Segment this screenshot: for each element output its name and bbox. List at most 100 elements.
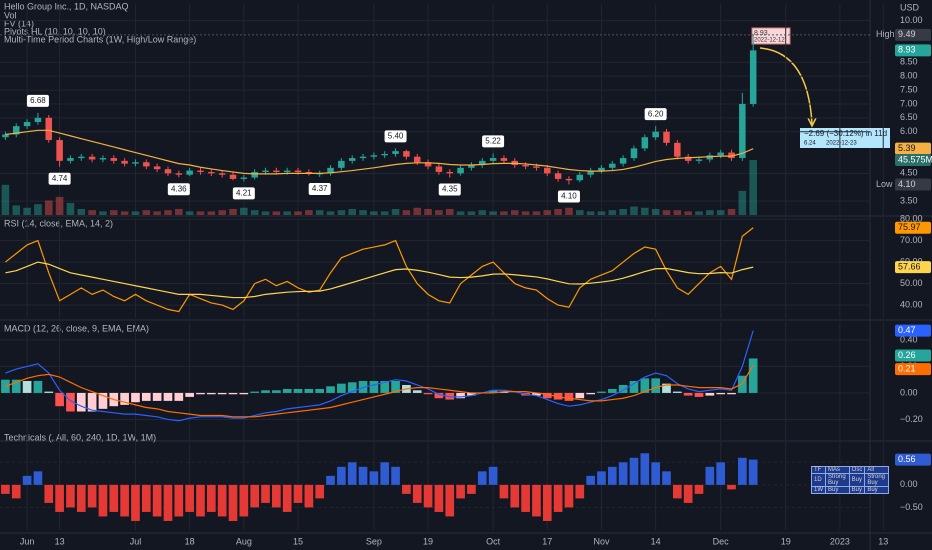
histogram-bar bbox=[239, 392, 249, 395]
candle-body bbox=[587, 170, 594, 175]
candle-body bbox=[392, 151, 399, 154]
volume-bar bbox=[185, 211, 194, 215]
bar bbox=[510, 484, 520, 508]
histogram-bar bbox=[120, 392, 129, 405]
volume-bar bbox=[77, 208, 86, 215]
histogram-bar bbox=[532, 392, 541, 396]
pivot-box bbox=[26, 94, 49, 107]
volume-bar bbox=[510, 210, 519, 215]
candle-body bbox=[229, 174, 237, 179]
bar bbox=[402, 484, 411, 494]
candle-body bbox=[554, 173, 562, 179]
histogram-bar bbox=[217, 392, 227, 395]
histogram-bar bbox=[87, 392, 97, 412]
bar bbox=[141, 484, 151, 512]
volume-bar bbox=[120, 211, 129, 215]
histogram-bar bbox=[98, 392, 108, 409]
bar bbox=[282, 484, 292, 512]
series-value-box bbox=[895, 261, 931, 274]
volume-bar bbox=[44, 200, 53, 215]
volume-bar bbox=[565, 207, 573, 215]
table-cell: Strong Buy bbox=[825, 473, 850, 487]
histogram-bar bbox=[369, 381, 379, 393]
bar bbox=[1, 484, 10, 494]
candle-body bbox=[576, 174, 584, 181]
y-tick-label: 8.00 bbox=[900, 71, 918, 81]
bar bbox=[597, 471, 606, 485]
histogram-bar bbox=[542, 392, 552, 399]
bar bbox=[272, 484, 281, 508]
y-tick-label: 4.50 bbox=[900, 168, 918, 178]
bar bbox=[206, 484, 216, 512]
candle-body bbox=[45, 117, 53, 141]
histogram-bar bbox=[250, 391, 260, 393]
volume-bar bbox=[695, 211, 703, 215]
histogram-bar bbox=[293, 388, 303, 393]
measure-arrowhead bbox=[807, 117, 817, 128]
volume-value: 45.575M bbox=[898, 154, 932, 164]
pivot-label: 4.74 bbox=[52, 174, 68, 183]
volume-bar bbox=[240, 207, 248, 215]
volume-bar bbox=[554, 208, 562, 215]
histogram-bar bbox=[326, 386, 335, 393]
volume-bar bbox=[109, 210, 118, 215]
histogram-bar bbox=[380, 381, 390, 393]
candle-body bbox=[359, 156, 367, 159]
bar bbox=[217, 484, 227, 517]
volume-bar bbox=[424, 208, 432, 215]
histogram-bar bbox=[694, 392, 704, 397]
volume-bar bbox=[597, 211, 606, 215]
histogram-bar bbox=[662, 383, 671, 393]
histogram-bar bbox=[640, 378, 650, 393]
candle-body bbox=[403, 151, 410, 157]
candle-body bbox=[370, 155, 378, 157]
candle-body bbox=[533, 166, 540, 168]
bar bbox=[412, 484, 422, 503]
series-line bbox=[5, 227, 754, 313]
bar bbox=[640, 453, 650, 485]
candle-body bbox=[663, 131, 670, 143]
y-tick-label: 0.40 bbox=[900, 334, 918, 344]
bar bbox=[152, 484, 162, 517]
candle-body bbox=[132, 162, 139, 164]
volume-bar bbox=[88, 210, 96, 215]
histogram-bar bbox=[131, 392, 140, 403]
volume-bar bbox=[326, 211, 335, 215]
bar bbox=[532, 484, 541, 517]
bar-value-box bbox=[895, 453, 931, 466]
candle-body bbox=[78, 156, 85, 159]
candle-body bbox=[457, 167, 464, 174]
x-tick-label: Dec bbox=[713, 536, 730, 546]
volume-bar bbox=[283, 211, 291, 215]
volume-bar bbox=[532, 211, 541, 215]
candle-body bbox=[23, 121, 31, 127]
series-line bbox=[5, 330, 754, 422]
pivot-label: 4.37 bbox=[312, 184, 328, 193]
volume-bar bbox=[673, 210, 682, 215]
x-tick-label: 2023 bbox=[830, 536, 850, 546]
histogram-bar bbox=[651, 378, 660, 393]
candle-body bbox=[424, 162, 432, 167]
volume-bar bbox=[337, 210, 346, 215]
series-value-box bbox=[895, 221, 931, 234]
y-tick-label: 50.00 bbox=[900, 278, 923, 288]
volume-bar bbox=[196, 211, 205, 215]
candle-body bbox=[88, 156, 96, 160]
histogram-bar bbox=[727, 392, 736, 395]
measure-start-box bbox=[751, 27, 791, 45]
x-tick-label: Jun bbox=[20, 536, 35, 546]
candle-body bbox=[684, 156, 692, 161]
candle-body bbox=[305, 171, 313, 174]
y-tick-label: 6.00 bbox=[900, 126, 918, 136]
x-tick-label: 13 bbox=[878, 536, 888, 546]
histogram-bar bbox=[391, 381, 400, 393]
candle-body bbox=[338, 160, 345, 168]
candle-body bbox=[251, 171, 258, 178]
candle-body bbox=[706, 155, 714, 160]
table-header: Osc bbox=[848, 466, 866, 474]
indicator-name: Pivots HL (10, 10, 10, 10) bbox=[4, 26, 106, 36]
candle-body bbox=[674, 142, 681, 157]
bar bbox=[261, 484, 270, 503]
candle-body bbox=[34, 117, 42, 122]
